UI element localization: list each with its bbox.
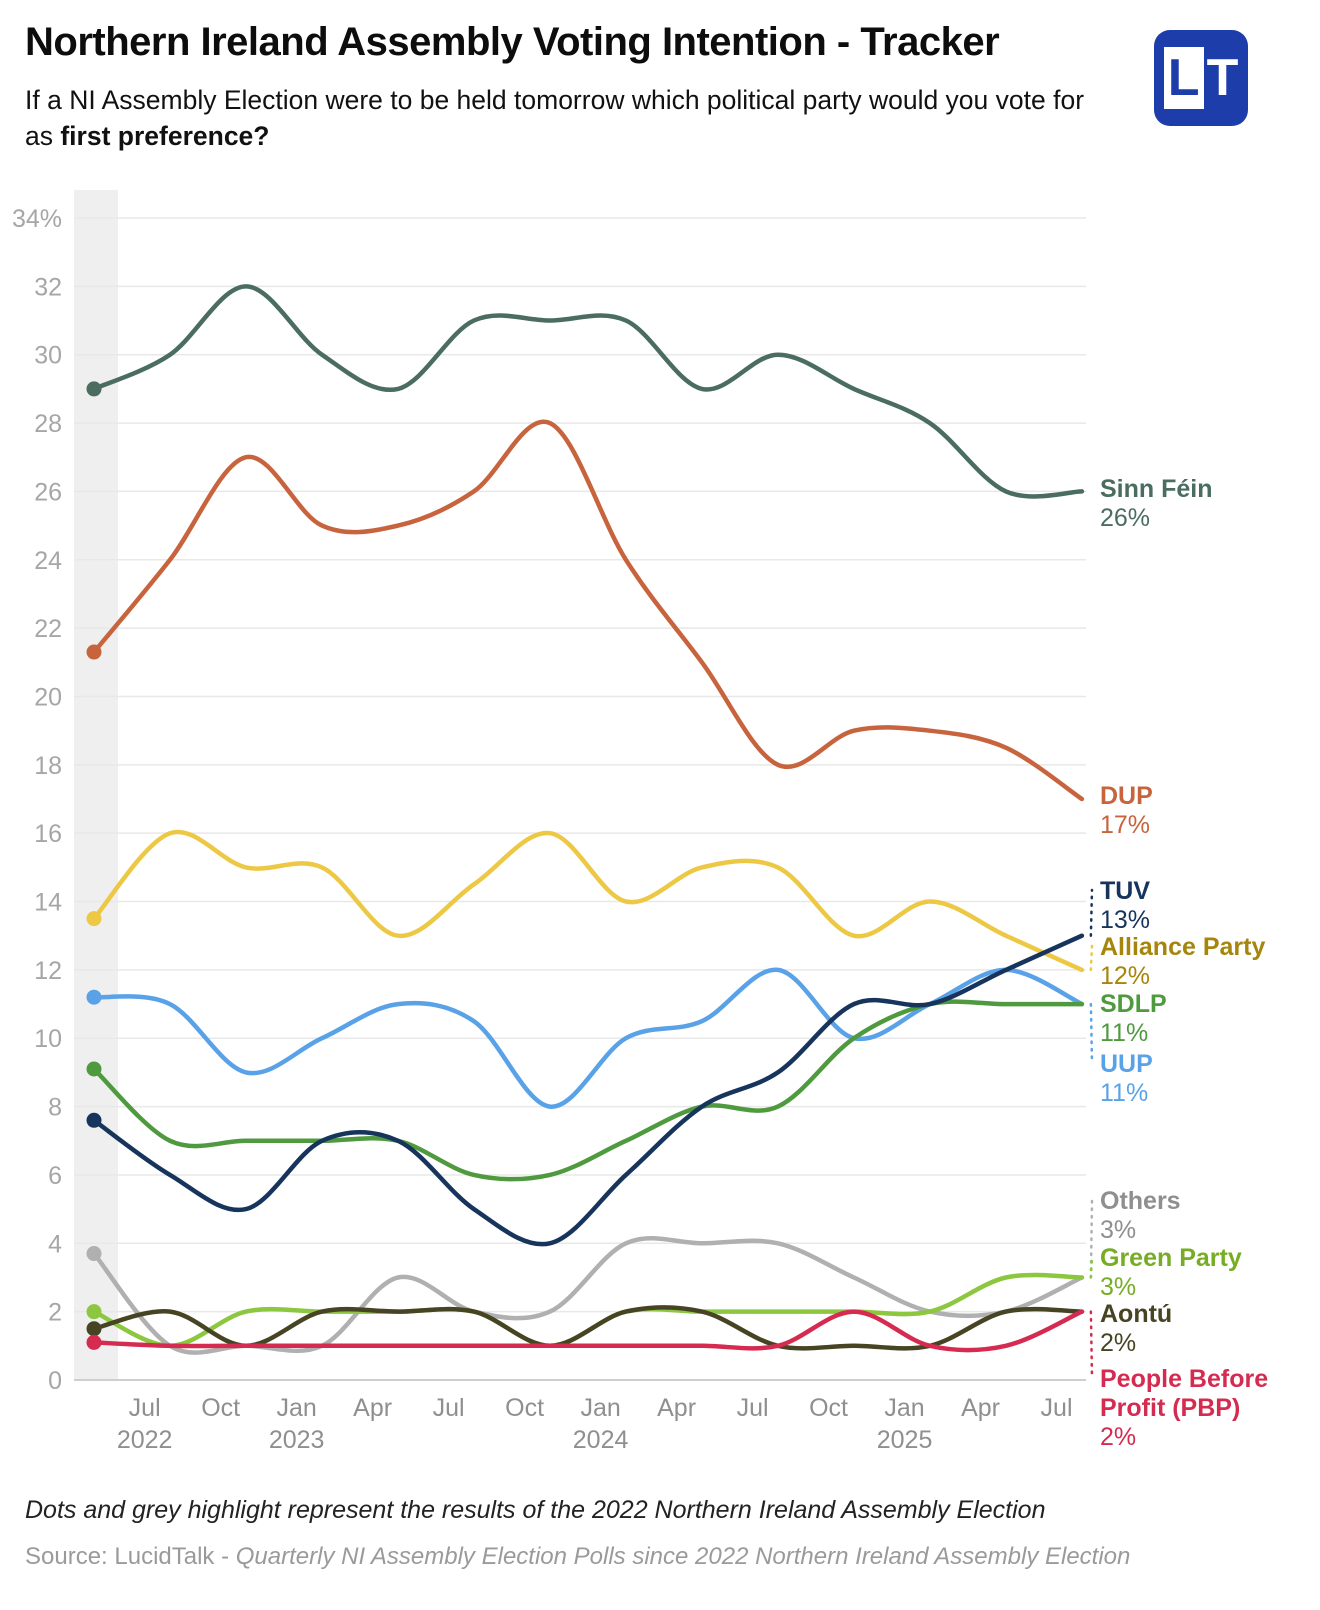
election-dot-sdlp [86,1061,102,1077]
source-prefix: Source: LucidTalk - [25,1543,236,1570]
election-dot-aont [86,1321,102,1337]
page-title: Northern Ireland Assembly Voting Intenti… [25,20,1000,64]
label-leader-others [1089,1198,1094,1279]
source-italic: Quarterly NI Assembly Election Polls sin… [235,1543,1131,1570]
y-axis-label: 26 [34,478,62,506]
series-value-aont: 2% [1100,1329,1136,1357]
x-axis-year-label: 2024 [573,1426,629,1454]
x-axis-label: Jul [1041,1394,1073,1422]
y-axis-label: 28 [34,410,62,438]
y-axis-label: 22 [34,615,62,643]
series-value-uup: 11% [1100,1079,1148,1107]
election-dot-uup [86,989,102,1005]
x-axis-label: Jul [129,1394,161,1422]
x-axis-label: Jan [276,1394,316,1422]
series-label-sinn-f-in: Sinn Féin [1100,475,1213,503]
series-value-alliance-party: 12% [1100,962,1150,990]
series-label-uup: UUP [1100,1050,1153,1078]
y-axis-label: 30 [34,342,62,370]
series-label-aont: Aontú [1100,1300,1172,1328]
y-axis-label: 0 [48,1367,62,1395]
y-axis-label: 12 [34,957,62,985]
series-value-sinn-f-in: 26% [1100,504,1150,532]
x-axis-label: Apr [961,1394,1000,1422]
x-axis-year-label: 2022 [117,1426,173,1454]
y-axis-label: 24 [34,547,62,575]
series-label-people-before-profit-pbp: People Before [1100,1365,1268,1393]
logo-letter-l: L [1163,47,1204,109]
y-axis-label: 14 [34,889,62,917]
y-axis-label: 4 [48,1230,62,1258]
election-dot-sinn-f-in [86,381,102,397]
y-axis-label: 32 [34,273,62,301]
election-dot-people-before-profit-pbp [86,1334,102,1350]
y-axis-label: 18 [34,752,62,780]
label-leader-alliance-party [1089,944,1094,972]
y-axis-label: 2 [48,1299,62,1327]
y-axis-label: 8 [48,1094,62,1122]
x-axis-label: Jul [433,1394,465,1422]
series-label-people-before-profit-pbp: Profit (PBP) [1100,1394,1240,1422]
x-axis-label: Oct [505,1394,544,1422]
election-dot-alliance-party [86,911,102,927]
series-label-alliance-party: Alliance Party [1100,933,1265,961]
series-value-people-before-profit-pbp: 2% [1100,1423,1136,1451]
x-axis-year-label: 2025 [877,1426,933,1454]
series-value-sdlp: 11% [1100,1019,1148,1047]
y-axis-label: 34% [12,205,62,233]
logo-letter-t: T [1206,49,1239,107]
subtitle-line2-bold: first preference? [60,121,270,151]
series-line-sdlp [91,999,1085,1182]
x-axis-label: Jan [884,1394,924,1422]
series-line-others [91,1235,1085,1355]
election-dot-tuv [86,1112,102,1128]
label-leader-people-before-profit-pbp [1089,1310,1094,1380]
x-axis-label: Oct [809,1394,848,1422]
subtitle-line2-prefix: as [25,121,61,151]
label-leader-green-party [1089,1255,1094,1279]
election-note: Dots and grey highlight represent the re… [25,1496,1046,1524]
series-line-sinn-f-in [91,284,1085,499]
series-label-green-party: Green Party [1100,1244,1242,1272]
x-axis-label: Apr [657,1394,696,1422]
series-label-dup: DUP [1100,782,1153,810]
series-label-others: Others [1100,1187,1181,1215]
series-value-dup: 17% [1100,811,1150,839]
series-value-others: 3% [1100,1216,1136,1244]
series-line-people-before-profit-pbp [91,1309,1085,1353]
y-axis-label: 10 [34,1025,62,1053]
y-axis-label: 20 [34,683,62,711]
x-axis-label: Jul [737,1394,769,1422]
series-line-tuv [91,933,1085,1247]
series-value-tuv: 13% [1100,906,1150,934]
election-dot-dup [86,644,102,660]
x-axis-label: Jan [580,1394,620,1422]
x-axis-year-label: 2023 [269,1426,325,1454]
series-line-uup [91,967,1085,1109]
label-leader-tuv [1089,888,1094,937]
y-axis-label: 16 [34,820,62,848]
election-dot-others [86,1246,102,1262]
series-value-green-party: 3% [1100,1273,1136,1301]
subtitle-line1: If a NI Assembly Election were to be hel… [25,85,1085,115]
label-leader-uup [1089,1002,1094,1065]
series-line-dup [91,419,1085,802]
y-axis-label: 6 [48,1162,62,1190]
x-axis-label: Oct [201,1394,240,1422]
x-axis-label: Apr [353,1394,392,1422]
subtitle: If a NI Assembly Election were to be hel… [25,82,1145,154]
series-label-sdlp: SDLP [1100,990,1167,1018]
election-dot-green-party [86,1304,102,1320]
lucidtalk-logo: L T [1154,30,1248,126]
election-highlight-band [74,190,118,1380]
series-line-alliance-party [91,829,1085,973]
series-line-green-party [91,1272,1085,1349]
source-note: Source: LucidTalk - Quarterly NI Assembl… [25,1543,1130,1571]
series-label-tuv: TUV [1100,877,1150,905]
